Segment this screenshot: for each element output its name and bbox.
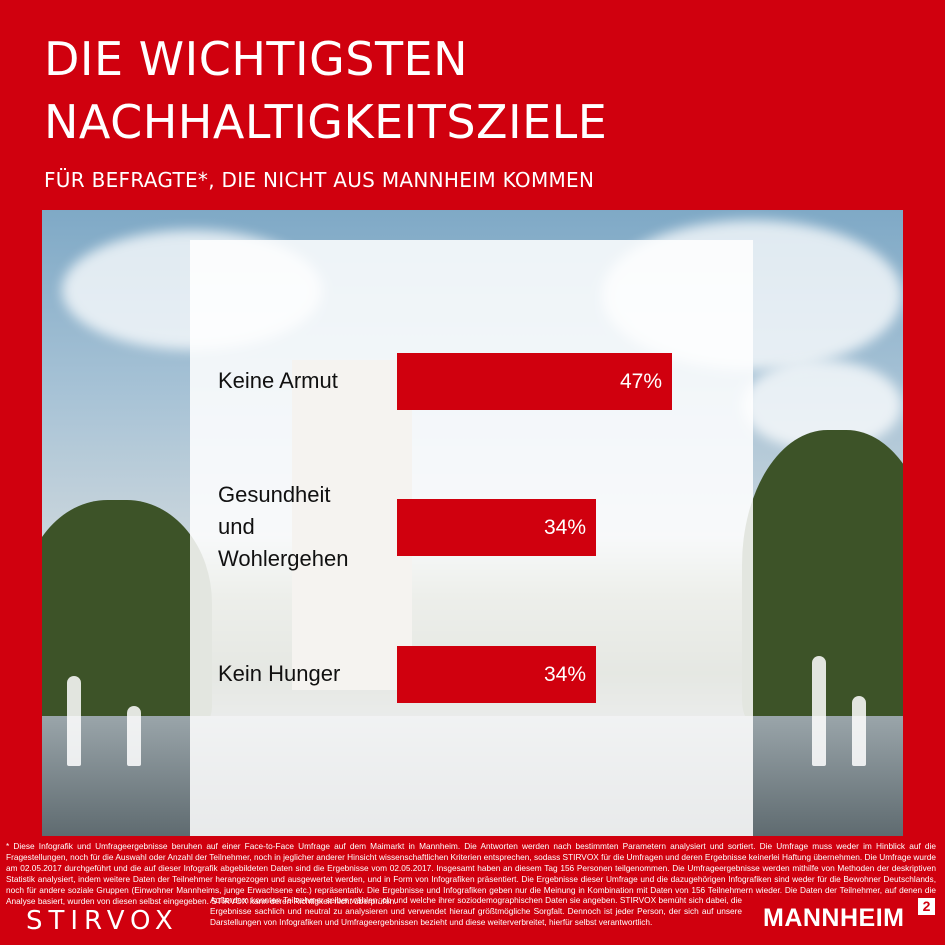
footnote-part-1: * Diese Infografik und Umfrageergebnisse… — [6, 841, 936, 906]
mannheim-logo-superscript: 2 — [918, 898, 935, 915]
bar: 34% — [397, 499, 596, 556]
bar-label-line: Keine Armut — [218, 368, 338, 393]
bar: 47% — [397, 353, 672, 410]
bar-label-line: Kein Hunger — [218, 661, 341, 686]
title-line-2: NACHHALTIGKEITSZIELE — [44, 95, 608, 149]
bar: 34% — [397, 646, 596, 703]
bar-label-line: Wohlergehen — [218, 546, 349, 571]
stirvox-logo: STIRVOX — [26, 906, 179, 936]
mannheim-logo: MANNHEIM — [763, 904, 905, 932]
bar-value-label: 34% — [543, 515, 586, 539]
title-line-1: DIE WICHTIGSTEN — [44, 32, 469, 86]
footnote: * Diese Infografik und Umfrageergebnisse… — [6, 841, 936, 927]
footnote-part-2: Außerdem konnten Teilnehmer selber wähle… — [210, 895, 742, 927]
bar-value-label: 34% — [543, 662, 586, 686]
bar-label-line: Gesundheit — [218, 482, 331, 507]
page-subtitle: FÜR BEFRAGTE*, DIE NICHT AUS MANNHEIM KO… — [44, 168, 595, 192]
bar-label-line: und — [218, 514, 255, 539]
bar-label: Keine Armut — [218, 365, 394, 397]
page-title: DIE WICHTIGSTEN NACHHALTIGKEITSZIELE — [44, 28, 607, 154]
bar-label: Gesundheit und Wohlergehen — [218, 479, 394, 575]
bar-value-label: 47% — [619, 369, 662, 393]
bar-label: Kein Hunger — [218, 658, 394, 690]
